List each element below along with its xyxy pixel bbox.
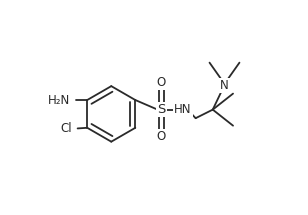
Text: HN: HN xyxy=(174,103,192,116)
Text: O: O xyxy=(157,77,166,89)
Text: S: S xyxy=(157,103,166,116)
Text: O: O xyxy=(157,130,166,143)
Text: Cl: Cl xyxy=(61,122,72,135)
Text: N: N xyxy=(220,78,229,92)
Text: H₂N: H₂N xyxy=(48,94,70,106)
